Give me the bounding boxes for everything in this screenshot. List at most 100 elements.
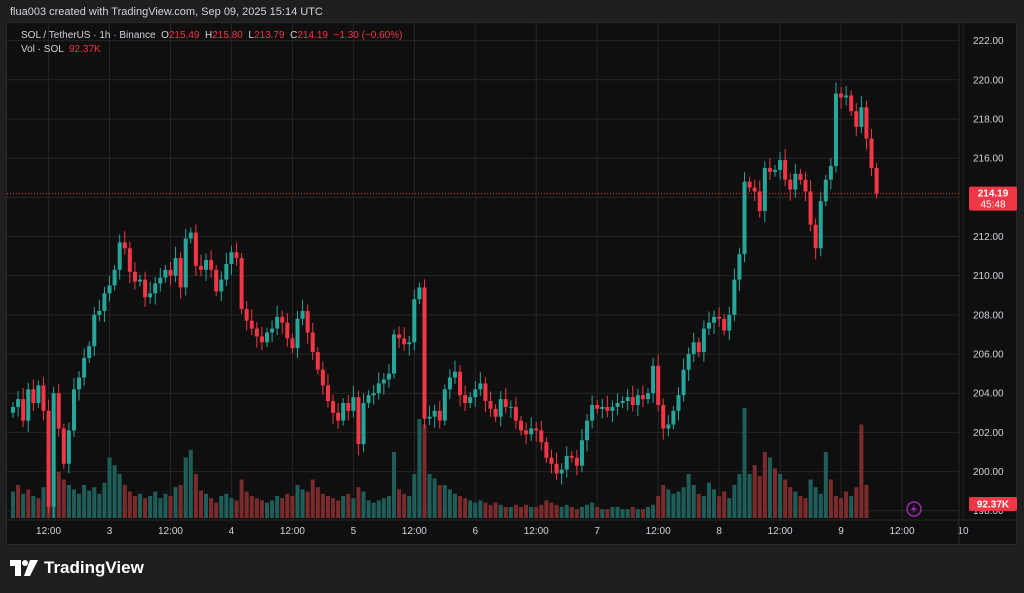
volume-bar: [219, 496, 224, 518]
volume-bar: [300, 489, 305, 518]
candle-body: [630, 397, 635, 405]
volume-bar: [564, 504, 569, 518]
candle-body: [793, 173, 798, 190]
volume-bar: [651, 504, 656, 518]
volume-bar: [265, 502, 269, 518]
candle-body: [437, 410, 442, 421]
volume-bar: [102, 482, 107, 518]
volume-bar: [488, 504, 493, 518]
candle-body: [112, 269, 117, 286]
candle-body: [31, 389, 36, 404]
candle-body: [585, 420, 590, 441]
candle-body: [828, 165, 833, 180]
candle-body: [254, 328, 259, 337]
candle-body: [280, 316, 285, 323]
x-tick-label: 10: [957, 526, 969, 537]
x-tick-label: 12:00: [768, 526, 793, 537]
y-tick-label: 218.00: [973, 114, 1004, 125]
candle-body: [590, 404, 595, 421]
candle-body: [214, 269, 219, 292]
candle-body: [671, 410, 676, 425]
candle-body: [82, 357, 87, 378]
ohlc-legend: SOL / TetherUS · 1h · Binance O215.49 H2…: [21, 30, 402, 41]
volume-bar: [341, 496, 346, 518]
y-tick-label: 216.00: [973, 154, 1004, 165]
candle-body: [432, 410, 437, 417]
volume-bar: [132, 496, 137, 518]
volume-bar: [92, 487, 97, 518]
candle-body: [442, 389, 447, 421]
candle-body: [87, 346, 92, 358]
candle-body: [640, 395, 645, 400]
candle-body: [417, 287, 422, 300]
candle-body: [864, 107, 869, 139]
candle-body: [869, 138, 874, 168]
candle-body: [11, 406, 15, 413]
candle-body: [361, 403, 366, 445]
x-tick-label: 12:00: [280, 526, 305, 537]
candle-body: [564, 455, 569, 470]
candle-body: [554, 463, 559, 474]
volume-bar: [828, 479, 833, 518]
volume-bar: [793, 491, 798, 518]
volume-bar: [163, 493, 168, 518]
volume-bar: [585, 504, 590, 518]
volume-bar: [183, 457, 188, 518]
volume-bar: [554, 504, 559, 518]
y-tick-label: 222.00: [973, 36, 1004, 47]
volume-bar: [478, 500, 483, 518]
candle-body: [767, 167, 772, 172]
candle-body: [158, 277, 163, 284]
volume-label: Vol · SOL: [21, 44, 64, 55]
candle-body: [742, 181, 747, 255]
volume-bar: [681, 487, 686, 518]
candle-body: [193, 232, 198, 266]
y-tick-label: 204.00: [973, 389, 1004, 400]
volume-bar: [198, 490, 203, 518]
candle-body: [295, 318, 300, 349]
x-tick-label: 7: [594, 526, 600, 537]
candle-body: [122, 242, 127, 249]
volume-bar: [646, 507, 650, 518]
candle-body: [127, 248, 132, 272]
candle-body: [249, 320, 254, 329]
candle-body: [244, 308, 249, 321]
volume-bar: [280, 498, 285, 518]
candle-body: [620, 401, 625, 404]
volume-bar: [193, 474, 198, 518]
candle-body: [386, 373, 391, 380]
volume-bar: [77, 493, 82, 518]
chart-frame[interactable]: 198.00 200.00 202.00 204.00 206.00 208.00 210.…: [6, 22, 1018, 546]
volume-bar: [254, 498, 259, 518]
volume-bar: [290, 496, 295, 518]
y-tick-label: 212.00: [973, 232, 1004, 243]
volume-bar: [127, 491, 132, 518]
candle-body: [813, 224, 818, 249]
candle-body: [163, 269, 168, 278]
candle-body: [290, 338, 295, 349]
volume-bar: [844, 491, 849, 518]
volume-bar: [610, 507, 615, 518]
candle-body: [219, 279, 224, 292]
candle-body: [473, 389, 478, 398]
candle-body: [610, 406, 615, 411]
candle-body: [717, 316, 722, 319]
volume-bar: [468, 500, 473, 518]
x-tick-label: 12:00: [402, 526, 427, 537]
volume-bar: [26, 489, 31, 518]
lightning-icon[interactable]: [906, 501, 922, 517]
candle-body: [569, 455, 574, 458]
volume-bar: [773, 468, 777, 518]
candle-body: [539, 430, 544, 443]
candle-body: [701, 328, 706, 353]
y-tick-label: 220.00: [973, 75, 1004, 86]
candle-body: [310, 332, 315, 353]
candle-body: [107, 285, 112, 294]
candle-body: [579, 440, 584, 466]
volume-bar: [463, 498, 468, 518]
candle-body: [803, 179, 808, 192]
volume-bar: [712, 489, 717, 518]
price-chart[interactable]: 198.00 200.00 202.00 204.00 206.00 208.00 210.…: [7, 23, 1018, 546]
x-tick-label: 5: [351, 526, 357, 537]
volume-bar: [706, 482, 711, 518]
